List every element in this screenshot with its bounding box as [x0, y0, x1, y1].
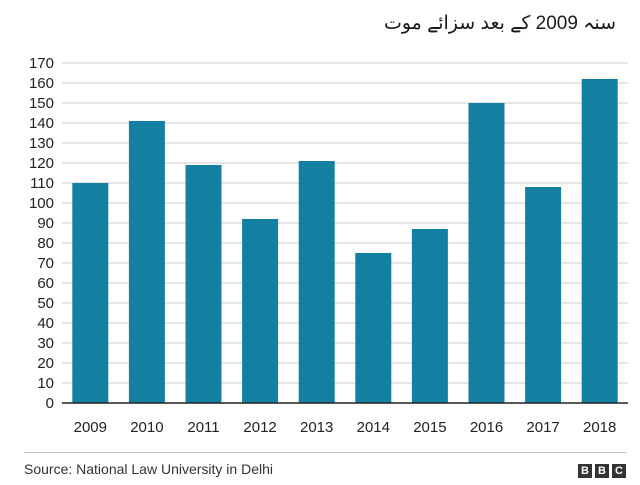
- y-tick-label: 110: [30, 175, 54, 192]
- chart-title: سنہ 2009 کے بعد سزائے موت: [383, 13, 616, 34]
- y-tick-label: 70: [37, 255, 54, 272]
- y-tick-label: 30: [37, 335, 54, 352]
- footer-divider: [24, 452, 626, 453]
- logo-letter: B: [595, 464, 609, 478]
- x-axis-ticks: 2009 2010 2011 2012 2013 2014 2015 2016 2017 2018: [74, 419, 617, 436]
- logo-letter: C: [612, 464, 626, 478]
- bar: [128, 121, 165, 403]
- bar-chart: 0 10 20 30 40 50 60 70 80 90 100 110 120 130 140 150 160…: [29, 55, 628, 436]
- y-tick-label: 140: [29, 115, 54, 132]
- y-tick-label: 10: [37, 375, 54, 392]
- bar: [581, 79, 618, 403]
- x-tick-label: 2012: [243, 419, 276, 436]
- y-tick-label: 60: [37, 275, 54, 292]
- x-tick-label: 2015: [413, 419, 446, 436]
- x-tick-label: 2009: [74, 419, 107, 436]
- bar: [355, 253, 392, 403]
- bar: [525, 187, 562, 403]
- y-tick-label: 120: [29, 155, 54, 172]
- bar: [185, 165, 222, 403]
- y-tick-label: 160: [29, 75, 54, 92]
- x-tick-label: 2014: [357, 419, 390, 436]
- x-tick-label: 2017: [526, 419, 559, 436]
- y-tick-label: 0: [46, 395, 54, 412]
- bbc-logo: B B C: [578, 464, 626, 478]
- bar: [411, 229, 448, 403]
- x-tick-label: 2010: [130, 419, 163, 436]
- logo-letter: B: [578, 464, 592, 478]
- y-tick-label: 130: [29, 135, 54, 152]
- y-tick-label: 170: [29, 55, 54, 72]
- bar: [72, 183, 109, 403]
- y-tick-label: 90: [37, 215, 54, 232]
- y-tick-label: 50: [37, 295, 54, 312]
- source-note: Source: National Law University in Delhi: [24, 461, 273, 477]
- y-tick-label: 150: [29, 95, 54, 112]
- x-tick-label: 2013: [300, 419, 333, 436]
- y-tick-label: 80: [37, 235, 54, 252]
- y-axis-ticks: 0 10 20 30 40 50 60 70 80 90 100 110 120 130 140 150 160…: [29, 55, 54, 412]
- bar: [468, 103, 505, 403]
- x-tick-label: 2016: [470, 419, 503, 436]
- bar: [298, 161, 335, 403]
- y-tick-label: 100: [29, 195, 54, 212]
- y-tick-label: 20: [37, 355, 54, 372]
- x-tick-label: 2011: [187, 419, 219, 436]
- y-tick-label: 40: [37, 315, 54, 332]
- bar: [242, 219, 279, 403]
- bars: [72, 79, 618, 403]
- x-tick-label: 2018: [583, 419, 616, 436]
